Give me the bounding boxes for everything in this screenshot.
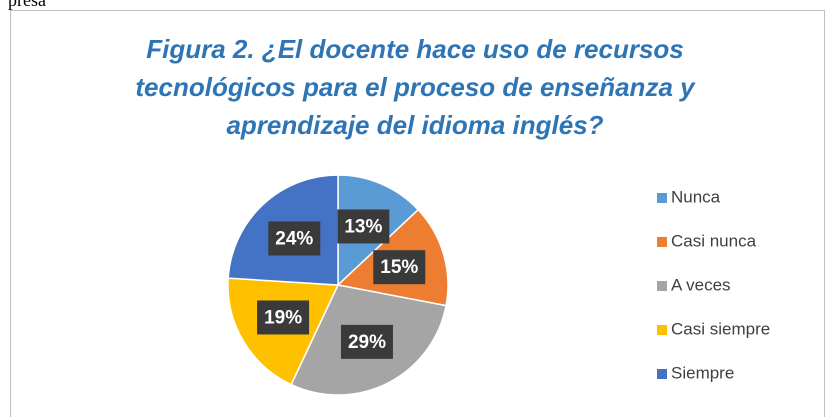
chart-title: aprendizaje del idioma inglés?: [226, 110, 603, 140]
value-label-box: [337, 209, 390, 244]
value-label-box: [268, 221, 321, 256]
legend-label: A veces: [671, 275, 731, 294]
legend-label: Siempre: [671, 363, 734, 382]
legend-swatch: [657, 369, 667, 379]
value-label-box: [373, 250, 426, 285]
legend-swatch: [657, 281, 667, 291]
value-label: 15%: [380, 257, 418, 278]
value-label: 19%: [264, 307, 302, 328]
legend-label: Casi nunca: [671, 231, 757, 250]
value-label: 29%: [348, 332, 386, 353]
value-label-box: [257, 300, 310, 335]
chart-title: Figura 2. ¿El docente hace uso de recurs…: [146, 34, 684, 64]
legend-swatch: [657, 237, 667, 247]
legend-swatch: [657, 193, 667, 203]
chart-title: tecnológicos para el proceso de enseñanz…: [135, 72, 696, 102]
legend-label: Nunca: [671, 187, 721, 206]
value-label: 24%: [275, 229, 313, 250]
value-label: 13%: [344, 216, 382, 237]
legend-swatch: [657, 325, 667, 335]
page-fragment: presa: [8, 0, 46, 10]
legend-label: Casi siempre: [671, 319, 770, 338]
value-label-box: [340, 324, 393, 359]
